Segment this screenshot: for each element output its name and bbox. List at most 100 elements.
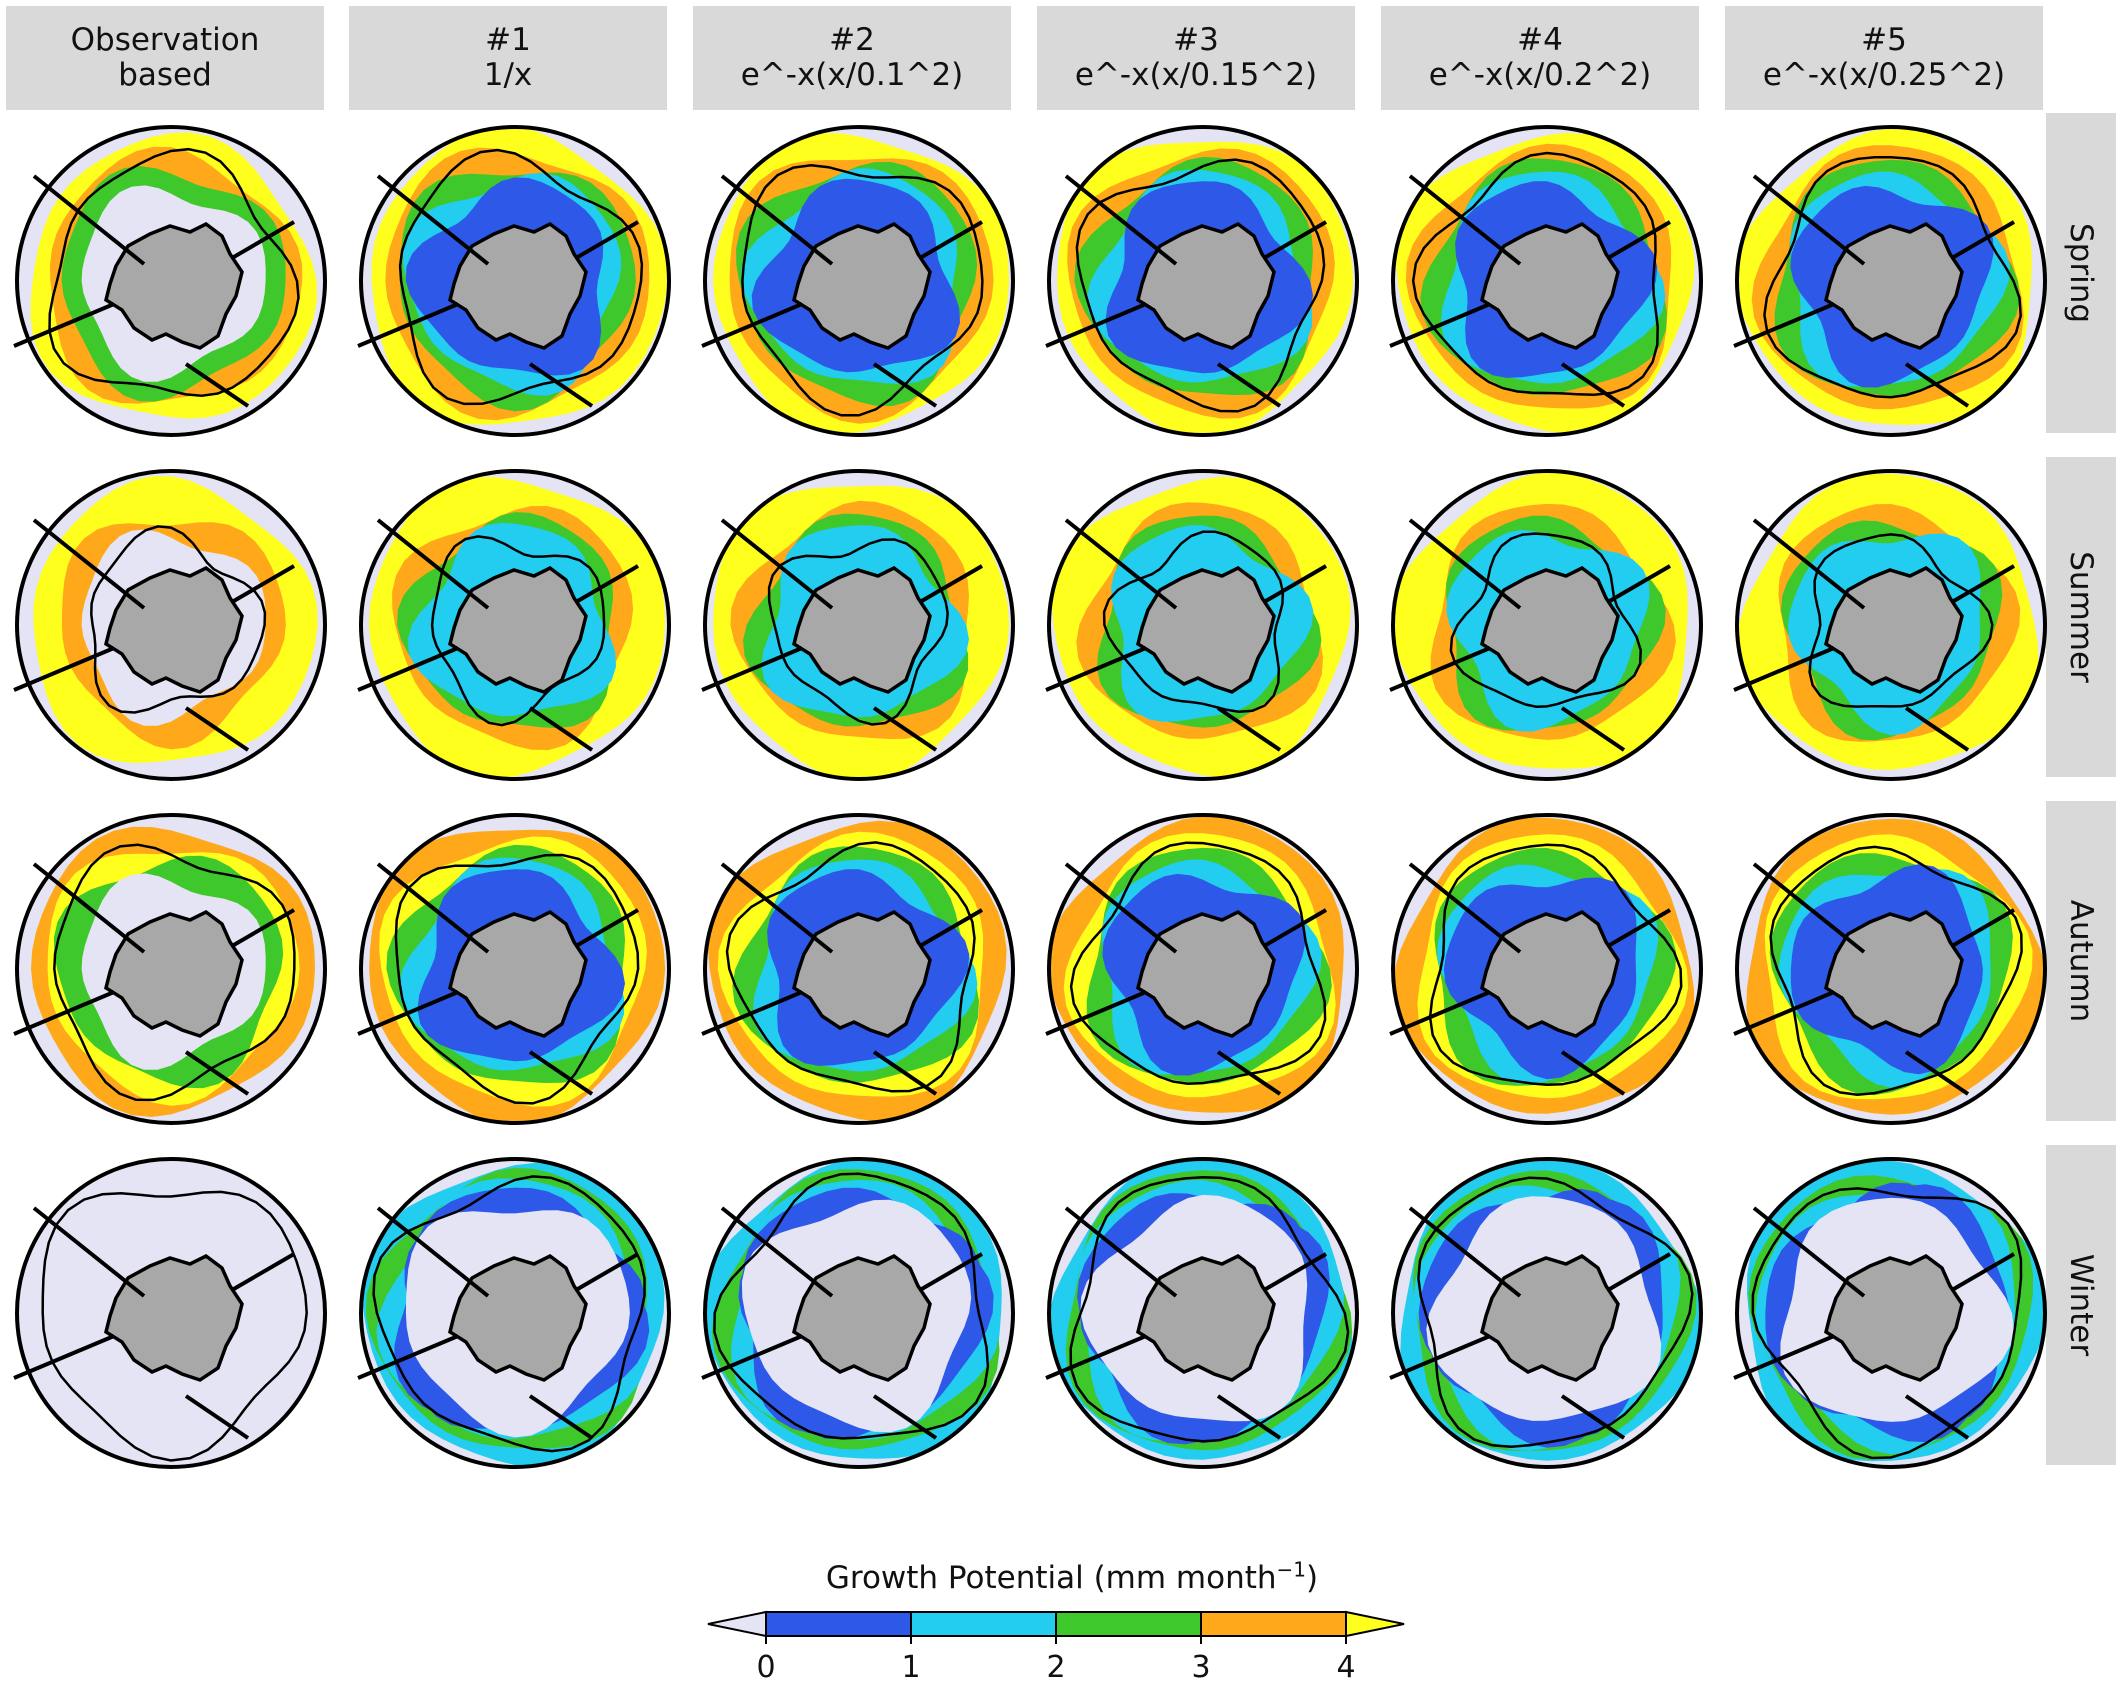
sector-boundary-line	[1733, 646, 1835, 692]
sea-ice-edge-contour	[1069, 1176, 1350, 1443]
column-header-line1: #5	[1861, 22, 1907, 58]
map-panel	[13, 469, 327, 781]
antarctica-landmass	[791, 221, 932, 350]
sector-boundary-line	[701, 1334, 803, 1380]
map-panel	[1389, 1157, 1703, 1469]
sector-boundary-line	[574, 220, 640, 260]
antarctica-landmass	[1135, 221, 1276, 350]
sea-ice-edge-contour	[372, 1175, 646, 1453]
sector-boundary-line	[32, 862, 146, 954]
sea-ice-edge-contour	[53, 843, 296, 1102]
antarctica-landmass	[447, 565, 588, 694]
map-content	[1737, 471, 2045, 779]
antarctica-landmass	[1479, 909, 1620, 1038]
column-header-3: #3 e^-x(x/0.15^2)	[1037, 6, 1355, 110]
map-panel	[1733, 125, 2047, 437]
map-content	[361, 1159, 669, 1467]
sector-boundary-line	[528, 362, 594, 408]
antarctica-landmass	[103, 221, 244, 350]
map-boundary-circle	[359, 469, 671, 781]
antarctica-landmass	[791, 909, 932, 1038]
sector-boundary-line	[1950, 1252, 2016, 1292]
map-boundary-circle	[1735, 125, 2047, 437]
row-header-spring: Spring	[2046, 113, 2116, 433]
sector-boundary-line	[720, 862, 834, 954]
sea-ice-edge-contour	[1428, 843, 1683, 1087]
map-content	[1393, 471, 1701, 779]
sector-boundary-line	[1904, 1050, 1970, 1096]
antarctica-landmass	[1135, 1253, 1276, 1382]
map-boundary-circle	[15, 469, 327, 781]
sector-boundary-line	[701, 646, 803, 692]
sea-ice-edge-contour	[1751, 1187, 2023, 1460]
column-header-5: #5 e^-x(x/0.25^2)	[1725, 6, 2043, 110]
sector-boundary-line	[1045, 302, 1147, 348]
sector-boundary-line	[357, 990, 459, 1036]
map-content	[1049, 1159, 1357, 1467]
sector-boundary-line	[230, 1252, 296, 1292]
colorbar-over-triangle	[1345, 1610, 1405, 1638]
map-boundary-circle	[1735, 1157, 2047, 1469]
column-header-line1: #2	[829, 22, 875, 58]
sea-ice-edge-contour	[1075, 158, 1326, 413]
map-content	[1737, 1159, 2045, 1467]
column-header-line2: based	[118, 57, 212, 93]
column-header-line2: e^-x(x/0.25^2)	[1762, 57, 2006, 93]
sea-ice-edge-contour	[398, 148, 644, 406]
sea-ice-edge-contour	[1102, 530, 1285, 713]
sector-boundary-line	[32, 174, 146, 266]
sector-boundary-line	[230, 908, 296, 948]
colorbar-title-superscript: −1	[1276, 1558, 1307, 1582]
sea-ice-edge-contour	[90, 525, 267, 714]
column-header-line1: #3	[1173, 22, 1219, 58]
sea-ice-edge-contour	[41, 1190, 308, 1462]
sector-boundary-line	[1389, 302, 1491, 348]
map-panel	[1045, 469, 1359, 781]
sector-boundary-line	[1262, 1252, 1328, 1292]
row-header-winter: Winter	[2046, 1145, 2116, 1465]
antarctica-landmass	[447, 221, 588, 350]
sector-boundary-line	[528, 706, 594, 752]
sector-boundary-line	[918, 908, 984, 948]
map-content	[361, 815, 669, 1123]
antarctica-landmass	[1479, 565, 1620, 694]
map-panel	[1045, 813, 1359, 1125]
sector-boundary-line	[230, 220, 296, 260]
sea-ice-edge-contour	[1417, 1176, 1694, 1448]
map-panel	[701, 1157, 1015, 1469]
map-content	[1049, 127, 1357, 435]
sector-boundary-line	[1389, 990, 1491, 1036]
sector-boundary-line	[1064, 518, 1178, 610]
sector-boundary-line	[1904, 706, 1970, 752]
sector-boundary-line	[1752, 862, 1866, 954]
map-boundary-circle	[359, 1157, 671, 1469]
sector-boundary-line	[1752, 174, 1866, 266]
antarctica-landmass	[791, 565, 932, 694]
map-panel	[701, 125, 1015, 437]
map-content	[1393, 127, 1701, 435]
sector-boundary-line	[1560, 1394, 1626, 1440]
map-content	[1049, 471, 1357, 779]
sector-boundary-line	[1606, 1252, 1672, 1292]
sector-boundary-line	[1560, 362, 1626, 408]
sector-boundary-line	[357, 302, 459, 348]
colorbar-bin-3-4	[1201, 1612, 1346, 1636]
map-content	[705, 1159, 1013, 1467]
sector-boundary-line	[184, 706, 250, 752]
column-header-1: #1 1/x	[349, 6, 667, 110]
map-panel	[13, 125, 327, 437]
map-content	[705, 127, 1013, 435]
sector-boundary-line	[1389, 646, 1491, 692]
sector-boundary-line	[13, 1334, 115, 1380]
sea-ice-edge-contour	[394, 853, 640, 1105]
column-header-line1: #1	[485, 22, 531, 58]
sea-ice-edge-contour	[767, 538, 949, 726]
sector-boundary-line	[1904, 362, 1970, 408]
sector-boundary-line	[1216, 706, 1282, 752]
column-header-line2: e^-x(x/0.15^2)	[1074, 57, 1318, 93]
sector-boundary-line	[1606, 220, 1672, 260]
map-boundary-circle	[1391, 125, 1703, 437]
sector-boundary-line	[1216, 1050, 1282, 1096]
sector-boundary-line	[32, 1206, 146, 1298]
sector-boundary-line	[13, 990, 115, 1036]
